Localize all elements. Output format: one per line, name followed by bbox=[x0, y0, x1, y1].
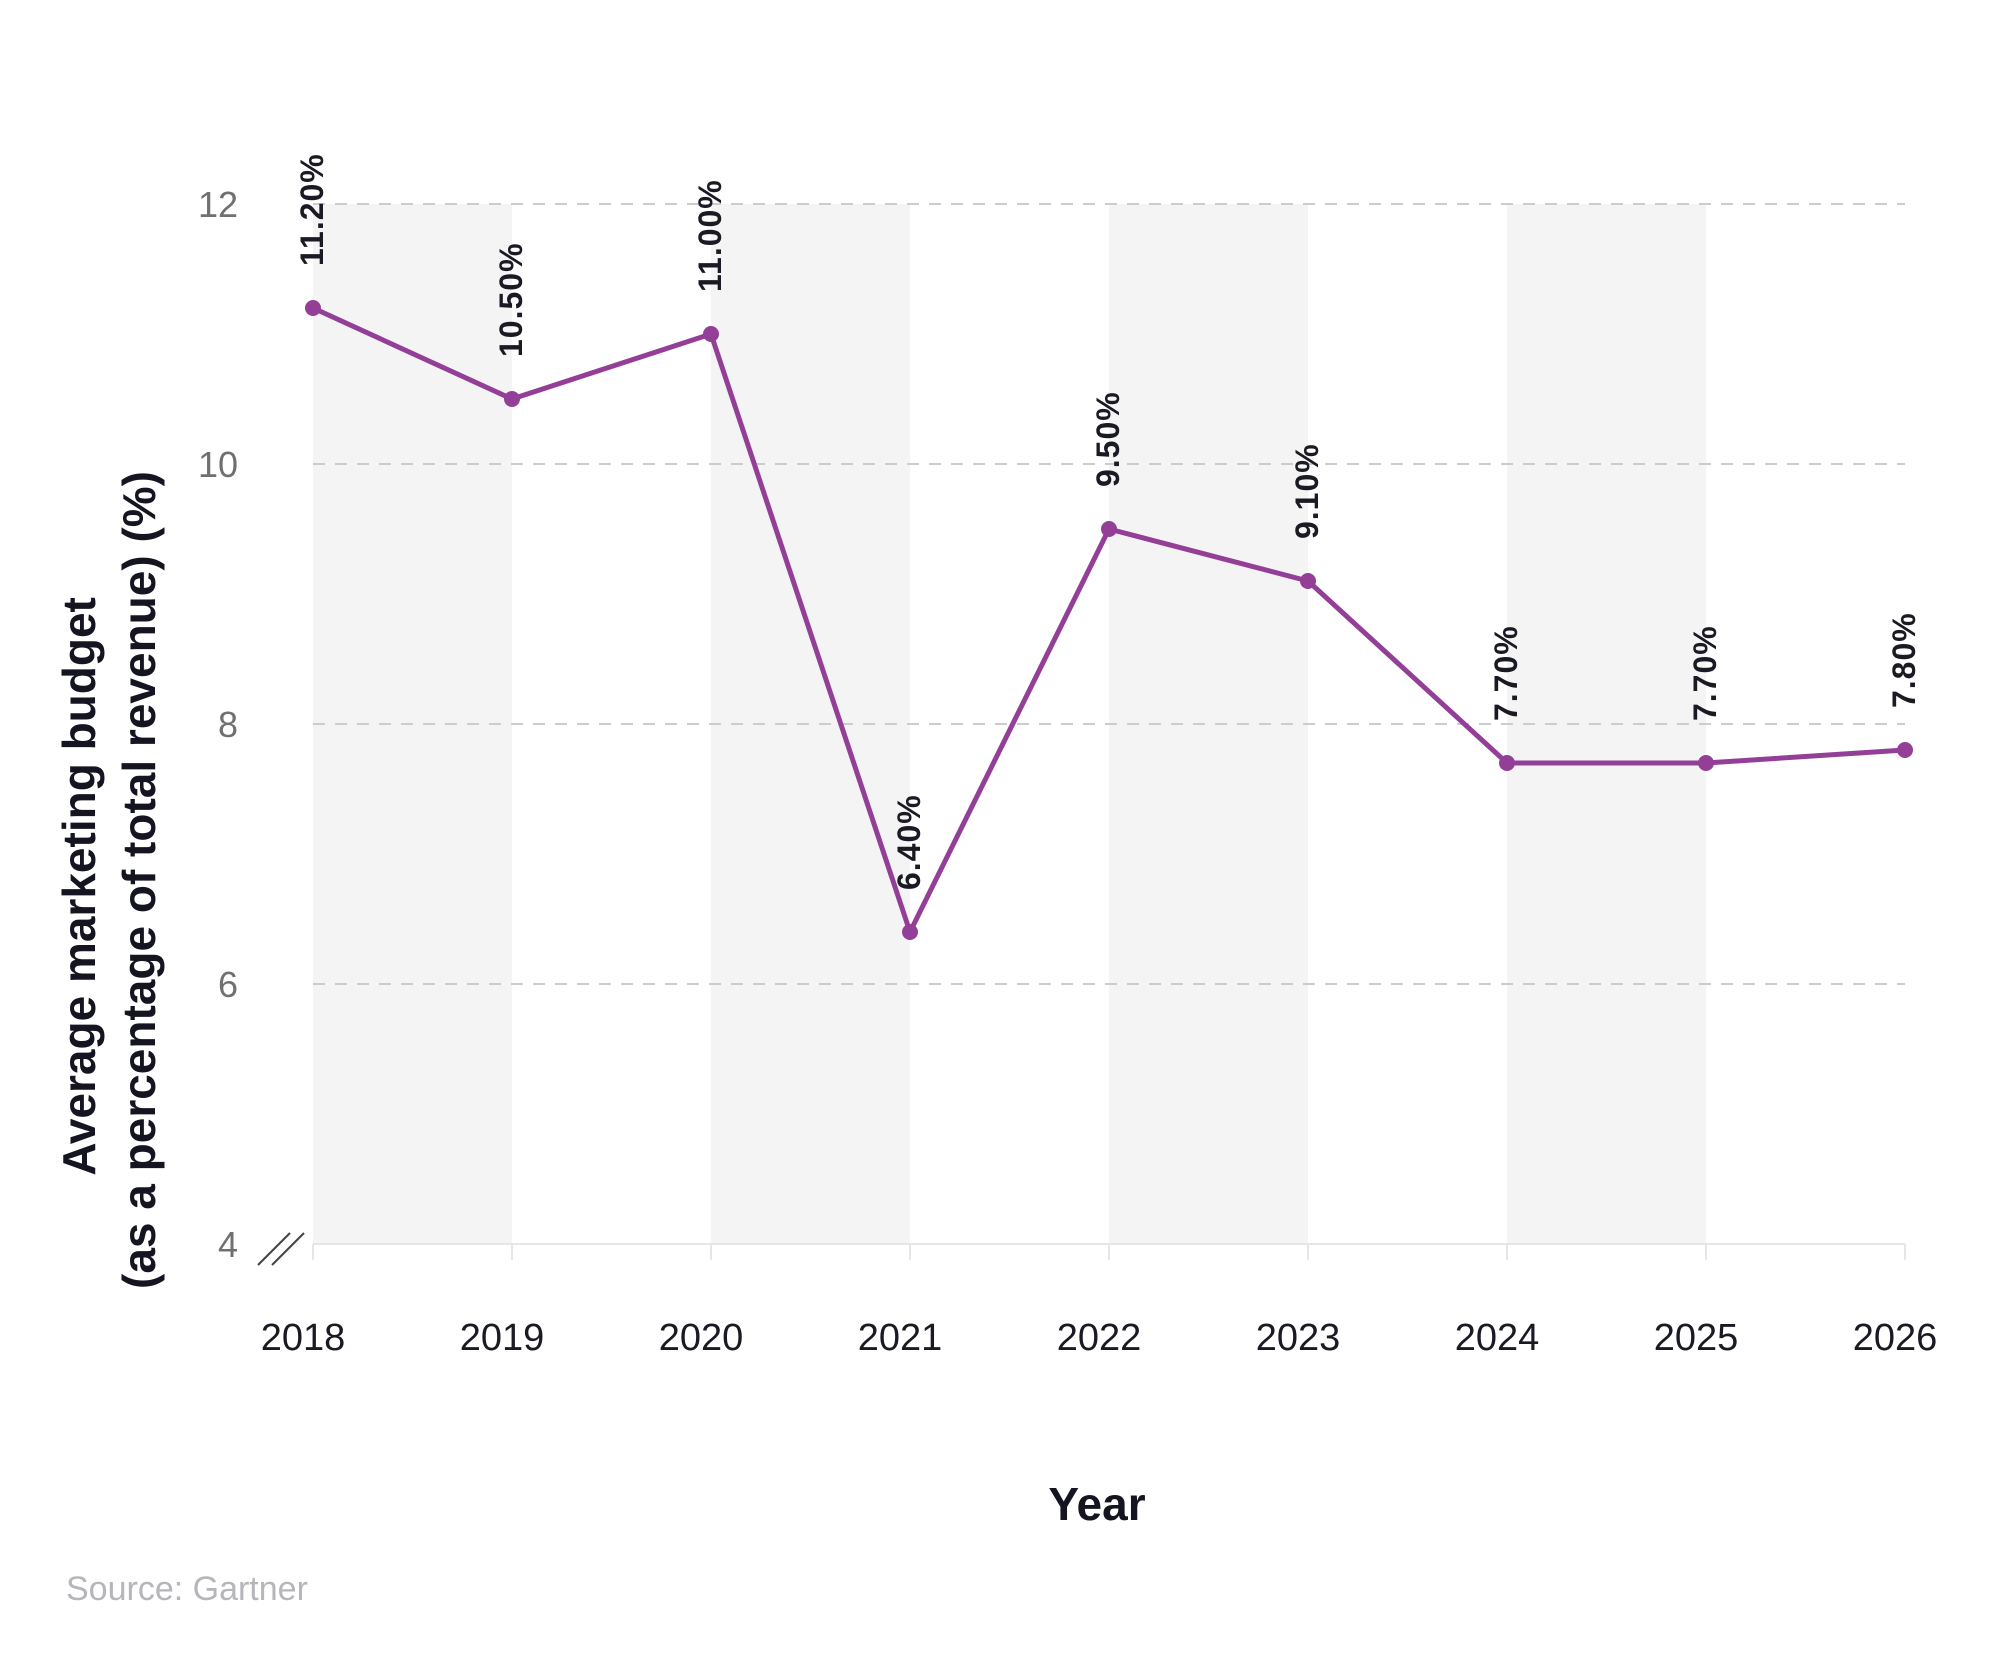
x-tick-label: 2025 bbox=[1654, 1317, 1739, 1359]
data-point bbox=[504, 391, 520, 407]
column-band bbox=[711, 204, 910, 1244]
data-label: 6.40% bbox=[891, 794, 927, 890]
x-tick-label: 2023 bbox=[1256, 1317, 1341, 1359]
y-axis-title-line-1: Average marketing budget bbox=[53, 597, 105, 1176]
data-points bbox=[305, 300, 1913, 940]
column-bands bbox=[313, 204, 1706, 1244]
data-label: 7.70% bbox=[1488, 625, 1524, 721]
x-tick-label: 2021 bbox=[858, 1317, 943, 1359]
data-point bbox=[305, 300, 321, 316]
x-tick-label: 2024 bbox=[1455, 1317, 1540, 1359]
x-axis-title: Year bbox=[1048, 1478, 1145, 1530]
y-axis-title: Average marketing budget (as a percentag… bbox=[53, 471, 165, 1289]
data-point bbox=[703, 326, 719, 342]
source-note: Source: Gartner bbox=[66, 1570, 308, 1608]
data-point bbox=[1698, 755, 1714, 771]
x-tick-label: 2019 bbox=[460, 1317, 545, 1359]
x-tick-label: 2026 bbox=[1853, 1317, 1938, 1359]
data-label: 7.80% bbox=[1886, 612, 1922, 708]
data-point bbox=[1499, 755, 1515, 771]
data-label: 9.50% bbox=[1090, 391, 1126, 487]
x-tick-marks bbox=[312, 1244, 1906, 1260]
y-tick-label: 12 bbox=[198, 184, 238, 225]
data-point bbox=[902, 924, 918, 940]
data-point bbox=[1101, 521, 1117, 537]
data-label: 7.70% bbox=[1687, 625, 1723, 721]
data-label: 9.10% bbox=[1289, 443, 1325, 539]
x-tick-label: 2018 bbox=[261, 1317, 346, 1359]
data-label: 11.20% bbox=[294, 153, 330, 266]
y-tick-label: 4 bbox=[218, 1224, 238, 1265]
y-tick-label: 10 bbox=[198, 444, 238, 485]
column-band bbox=[1507, 204, 1706, 1244]
x-tick-label: 2022 bbox=[1057, 1317, 1142, 1359]
y-axis-title-line-2: (as a percentage of total revenue) (%) bbox=[113, 471, 165, 1289]
y-tick-label: 6 bbox=[218, 964, 238, 1005]
x-tick-labels: 2018 2019 2020 2021 2022 2023 2024 2025 2026 bbox=[261, 1317, 1938, 1359]
axis-break-mark bbox=[257, 1232, 305, 1266]
y-tick-label: 8 bbox=[218, 704, 238, 745]
data-label: 11.00% bbox=[692, 179, 728, 292]
data-label: 10.50% bbox=[493, 242, 529, 357]
column-band bbox=[1109, 204, 1308, 1244]
data-point bbox=[1300, 573, 1316, 589]
data-point bbox=[1897, 742, 1913, 758]
x-tick-label: 2020 bbox=[659, 1317, 744, 1359]
y-tick-labels: 4 6 8 10 12 bbox=[198, 184, 238, 1265]
grid-lines bbox=[313, 203, 1905, 985]
data-labels: 11.20% 10.50% 11.00% 6.40% 9.50% 9.10% 7.70% 7.… bbox=[294, 153, 1922, 890]
